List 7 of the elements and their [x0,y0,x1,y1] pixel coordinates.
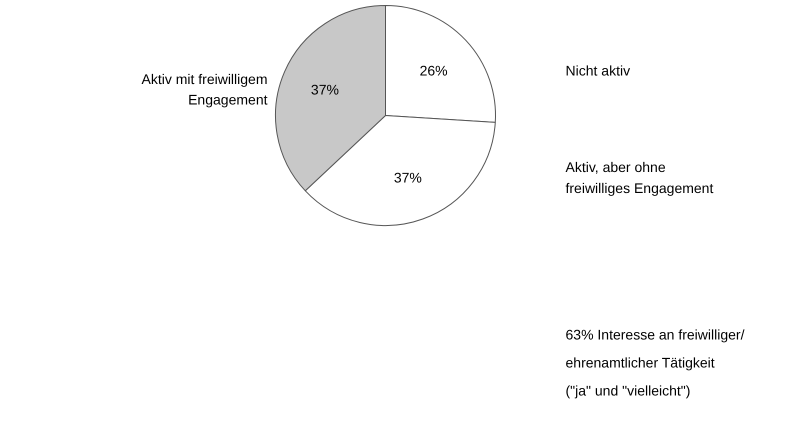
slice-label: Nicht aktiv [566,62,630,78]
data-label: 26% [420,62,448,78]
data-label: 37% [394,170,422,186]
slice-label: Aktiv, aber ohne freiwilliges Engagement [566,159,714,196]
text: 63% Interesse an freiwilliger/ ehrenamtlicher Tätigkeit ("ja" und "vielleicht") [566,326,745,398]
slice-label: Aktiv mit freiwilligem Engagement [141,70,268,108]
data-label: 37% [310,81,339,98]
